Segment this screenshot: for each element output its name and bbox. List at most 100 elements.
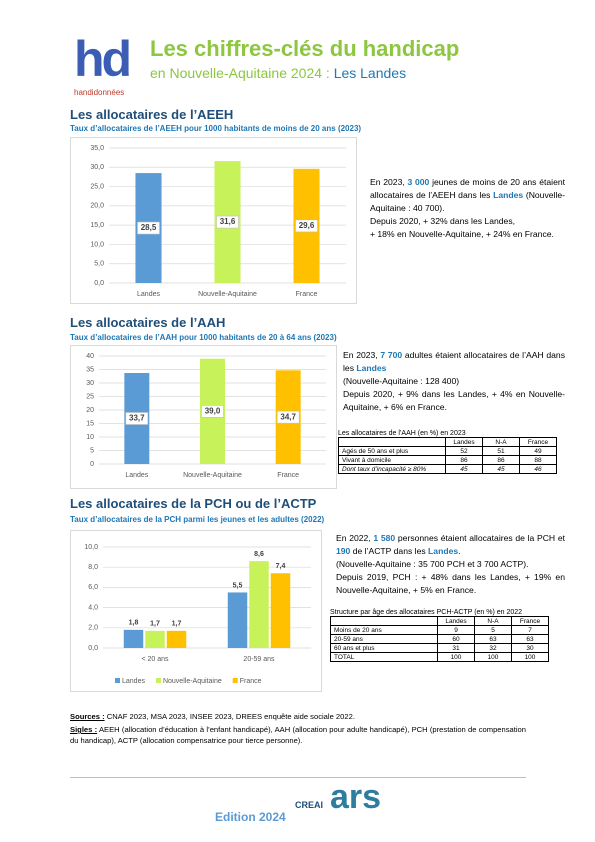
text: Depuis 2020, + 9% dans les Landes, + 4% … — [343, 389, 565, 412]
value-label: 1,8 — [129, 620, 139, 627]
y-tick-label: 35 — [86, 366, 94, 373]
table-row: TOTAL 100 100 100 — [330, 652, 549, 662]
text-line: En 2023, 3 000 jeunes de moins de 20 ans… — [370, 176, 565, 215]
partner-logo: CREAI — [295, 800, 324, 810]
header-cell: N-A — [474, 616, 512, 626]
y-tick-label: 40 — [86, 353, 94, 360]
text: Depuis 2020, + 32% dans les Landes, — [370, 216, 516, 226]
text-line: Depuis 2019, PCH : + 48% dans les Landes… — [336, 571, 565, 597]
value-label: 28,5 — [141, 223, 157, 232]
table-cell: 60 ans et plus — [330, 643, 438, 653]
table-row: 20-59 ans 60 63 63 — [330, 634, 549, 644]
y-tick-label: 25 — [86, 393, 94, 400]
table-cell: 100 — [437, 652, 475, 662]
chart-title: Taux d’allocataires de l’AAH pour 1000 h… — [70, 333, 337, 342]
x-tick-label: < 20 ans — [141, 656, 169, 663]
chart-title: Taux d’allocataires de l’AEEH pour 1000 … — [70, 124, 362, 133]
table-cell: 60 — [437, 634, 475, 644]
text: Depuis 2019, PCH : + 48% dans les Landes… — [336, 572, 565, 595]
chart: 0 5 10 15 20 25 30 35 40 Landes Nouvelle-Aquitaine… — [70, 345, 337, 489]
bar — [227, 592, 248, 648]
table-row: Agés de 50 ans et plus 52 51 49 — [338, 446, 557, 456]
x-tick-label: France — [277, 472, 299, 479]
x-tick-label: Nouvelle-Aquitaine — [183, 472, 242, 479]
y-tick-label: 35,0 — [90, 145, 104, 152]
chart-svg: 0,0 2,0 4,0 6,0 8,0 10,0 < 20 ans 20-59 ans 1,8 5… — [84, 544, 311, 685]
x-tick-label: Landes — [125, 472, 148, 479]
value-label: 5,5 — [233, 582, 243, 589]
highlight: 1 580 — [373, 533, 396, 543]
table-block: Structure par âge des allocataires PCH-A… — [330, 609, 549, 662]
header-cell — [338, 437, 446, 447]
table-cell: 7 — [511, 625, 549, 635]
highlight: 3 000 — [407, 177, 430, 187]
chart-title: Taux d’allocataires de la PCH parmi les … — [70, 515, 325, 524]
y-tick-label: 5,0 — [94, 261, 104, 268]
table-cell: 86 — [445, 455, 483, 465]
table-row: 60 ans et plus 31 32 30 — [330, 643, 549, 653]
x-tick-label: Landes — [137, 291, 160, 298]
legend-label: Landes — [122, 678, 145, 685]
y-tick-label: 2,0 — [88, 625, 98, 632]
bar — [145, 630, 165, 648]
partner-logo: ars — [330, 778, 382, 816]
value-label: 31,6 — [220, 217, 236, 226]
sigles-text: AEEH (allocation d’éducation à l’enfant … — [70, 725, 526, 745]
table-cell: TOTAL — [330, 652, 438, 662]
table-cell: 30 — [511, 643, 549, 653]
y-tick-label: 8,0 — [88, 564, 98, 571]
divider — [70, 777, 526, 778]
table-cell: 52 — [445, 446, 483, 456]
table-cell: Vivant à domicile — [338, 455, 446, 465]
table-cell: 51 — [482, 446, 520, 456]
chart-svg: 0 5 10 15 20 25 30 35 40 Landes Nouvelle-Aquitaine… — [86, 353, 326, 479]
x-tick-label: 20-59 ans — [243, 656, 275, 663]
y-tick-label: 0 — [90, 461, 94, 468]
value-label: 8,6 — [254, 551, 264, 558]
text-line: + 18% en Nouvelle-Aquitaine, + 24% en Fr… — [370, 228, 565, 241]
sigles: Sigles : AEEH (allocation d’éducation à … — [70, 724, 526, 746]
y-tick-label: 0,0 — [94, 280, 104, 287]
text: adultes étaient allocataires de l’AAH da… — [343, 350, 565, 373]
y-tick-label: 25,0 — [90, 183, 104, 190]
text: . — [458, 546, 461, 556]
text: (Nouvelle-Aquitaine : 35 700 PCH et 3 70… — [336, 559, 529, 569]
x-tick-label: France — [296, 291, 318, 298]
value-label: 34,7 — [280, 412, 296, 421]
value-label-box — [137, 221, 160, 235]
section-title: Les allocataires de l’AEEH — [70, 107, 234, 122]
table-cell: 9 — [437, 625, 475, 635]
text: jeunes de moins de 20 ans étaient alloca… — [370, 177, 566, 200]
table-cell: 100 — [511, 652, 549, 662]
y-tick-label: 0,0 — [88, 645, 98, 652]
y-tick-label: 30,0 — [90, 164, 104, 171]
table-row: Vivant à domicile 86 86 88 — [338, 455, 557, 465]
value-label: 1,7 — [150, 621, 160, 628]
table-cell: 32 — [474, 643, 512, 653]
table-cell: Dont taux d’incapacité ≥ 80% — [338, 464, 446, 474]
subtitle-place: Les Landes — [333, 65, 407, 81]
value-label-box — [276, 410, 300, 424]
header-cell: Landes — [437, 616, 475, 626]
bar — [249, 561, 269, 648]
section-title: Les allocataires de la PCH ou de l’ACTP — [70, 496, 317, 511]
page-subtitle: en Nouvelle-Aquitaine 2024 : Les Landes — [150, 65, 406, 81]
sources: Sources : CNAF 2023, MSA 2023, INSEE 202… — [70, 711, 526, 722]
table-cell: 5 — [474, 625, 512, 635]
highlight: 190 — [336, 546, 351, 556]
table-cell: Moins de 20 ans — [330, 625, 438, 635]
table-cell: 88 — [519, 455, 557, 465]
table-title: Structure par âge des allocataires PCH-A… — [330, 609, 523, 616]
text-line: Depuis 2020, + 32% dans les Landes, — [370, 215, 565, 228]
paragraph: En 2022, 1 580 personnes étaient allocat… — [336, 532, 565, 597]
table-row: Moins de 20 ans 9 5 7 — [330, 625, 549, 635]
table: Landes N-A France Agés de 50 ans et plus 52 5… — [338, 437, 557, 474]
edition: Edition 2024 — [215, 810, 286, 824]
table-cell: 20-59 ans — [330, 634, 438, 644]
text-line: (Nouvelle-Aquitaine : 128 400) — [343, 375, 565, 388]
y-tick-label: 15,0 — [90, 222, 104, 229]
text: personnes étaient allocataires de la PCH… — [395, 533, 565, 543]
table-cell: 86 — [482, 455, 520, 465]
y-tick-label: 10 — [86, 434, 94, 441]
